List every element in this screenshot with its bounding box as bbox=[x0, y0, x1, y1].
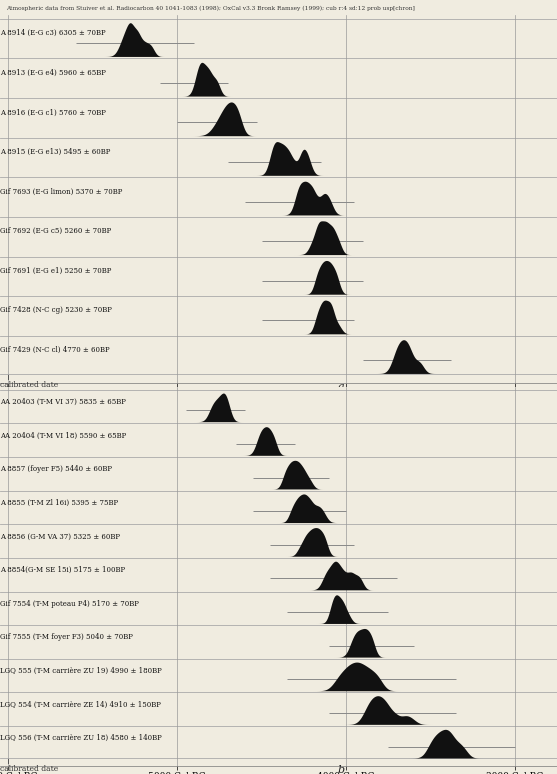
Text: Gif 7428 (N-C cg) 5230 ± 70BP: Gif 7428 (N-C cg) 5230 ± 70BP bbox=[0, 307, 112, 314]
Text: AA 20403 (T-M VI 37) 5835 ± 65BP: AA 20403 (T-M VI 37) 5835 ± 65BP bbox=[0, 398, 126, 406]
Text: Gif 7691 (E-G e1) 5250 ± 70BP: Gif 7691 (E-G e1) 5250 ± 70BP bbox=[0, 267, 111, 275]
Text: AA 20404 (T-M VI 18) 5590 ± 65BP: AA 20404 (T-M VI 18) 5590 ± 65BP bbox=[0, 432, 126, 440]
Text: Gif 7692 (E-G c5) 5260 ± 70BP: Gif 7692 (E-G c5) 5260 ± 70BP bbox=[0, 228, 111, 235]
Text: Gif 7429 (N-C cl) 4770 ± 60BP: Gif 7429 (N-C cl) 4770 ± 60BP bbox=[0, 346, 110, 354]
Text: Gif 7554 (T-M poteau P4) 5170 ± 70BP: Gif 7554 (T-M poteau P4) 5170 ± 70BP bbox=[0, 600, 139, 608]
Text: LGQ 556 (T-M carrière ZU 18) 4580 ± 140BP: LGQ 556 (T-M carrière ZU 18) 4580 ± 140B… bbox=[0, 735, 162, 742]
Text: A 8914 (E-G c3) 6305 ± 70BP: A 8914 (E-G c3) 6305 ± 70BP bbox=[0, 29, 106, 37]
Text: calibrated date: calibrated date bbox=[0, 382, 58, 389]
Text: Atmospheric data from Stuiver et al. Radiocarbon 40 1041-1083 (1998); OxCal v3.3: Atmospheric data from Stuiver et al. Rad… bbox=[6, 5, 414, 11]
Text: Gif 7555 (T-M foyer F3) 5040 ± 70BP: Gif 7555 (T-M foyer F3) 5040 ± 70BP bbox=[0, 633, 133, 642]
Text: A 8913 (E-G e4) 5960 ± 65BP: A 8913 (E-G e4) 5960 ± 65BP bbox=[0, 69, 106, 77]
Text: A 8856 (G-M VA 37) 5325 ± 60BP: A 8856 (G-M VA 37) 5325 ± 60BP bbox=[0, 533, 120, 540]
Text: A 8855 (T-M Zl 16i) 5395 ± 75BP: A 8855 (T-M Zl 16i) 5395 ± 75BP bbox=[0, 498, 118, 507]
Text: A 8857 (foyer F5) 5440 ± 60BP: A 8857 (foyer F5) 5440 ± 60BP bbox=[0, 465, 112, 473]
Text: A 8915 (E-G e13) 5495 ± 60BP: A 8915 (E-G e13) 5495 ± 60BP bbox=[0, 148, 110, 156]
Text: b: b bbox=[338, 765, 345, 774]
Text: Gif 7693 (E-G limon) 5370 ± 70BP: Gif 7693 (E-G limon) 5370 ± 70BP bbox=[0, 187, 123, 196]
Text: LGQ 554 (T-M carrière ZE 14) 4910 ± 150BP: LGQ 554 (T-M carrière ZE 14) 4910 ± 150B… bbox=[0, 700, 161, 709]
Text: LGQ 555 (T-M carrière ZU 19) 4990 ± 180BP: LGQ 555 (T-M carrière ZU 19) 4990 ± 180B… bbox=[0, 667, 162, 675]
Text: calibrated date: calibrated date bbox=[0, 765, 58, 772]
Text: A 8854(G-M SE 15i) 5175 ± 100BP: A 8854(G-M SE 15i) 5175 ± 100BP bbox=[0, 566, 125, 574]
Text: a: a bbox=[338, 382, 344, 392]
Text: A 8916 (E-G c1) 5760 ± 70BP: A 8916 (E-G c1) 5760 ± 70BP bbox=[0, 108, 106, 116]
